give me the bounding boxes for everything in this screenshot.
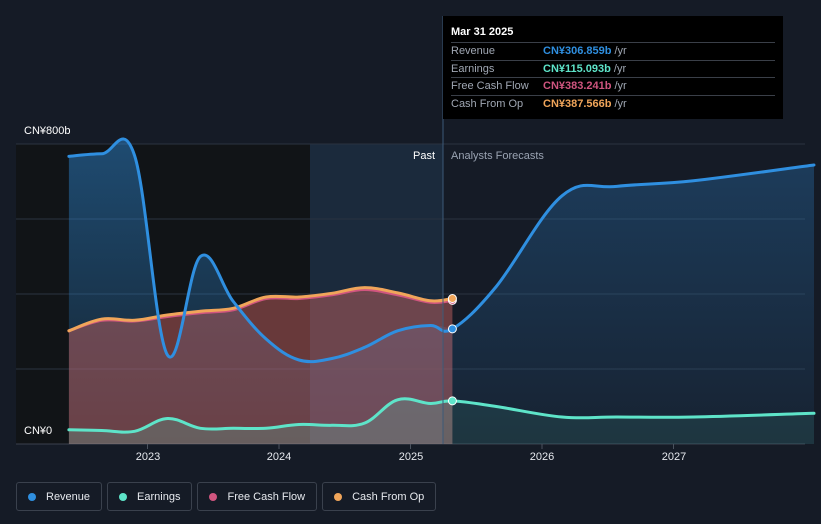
tooltip: Mar 31 2025 Revenue CN¥306.859b /yr Earn… [443, 16, 783, 119]
tooltip-date: Mar 31 2025 [451, 26, 514, 38]
legend-label: Cash From Op [352, 490, 425, 503]
legend-item-free-cash-flow[interactable]: Free Cash Flow [197, 482, 318, 511]
series-line-cash-from-op [67, 286, 454, 333]
legend-label: Free Cash Flow [227, 490, 306, 503]
x-tick-2027: 2027 [661, 451, 687, 463]
y-axis-top-label: CN¥800b [24, 125, 71, 137]
marker-cash-from-op [447, 294, 457, 303]
forecast-area-earnings [452, 400, 814, 444]
series-line-earnings [67, 397, 816, 434]
legend-label: Earnings [137, 490, 181, 503]
tooltip-row-unit: /yr [614, 45, 627, 57]
tooltip-row-name: Free Cash Flow [451, 80, 529, 92]
tooltip-row-unit: /yr [614, 97, 627, 110]
tooltip-row-earnings: Earnings CN¥115.093b /yr [451, 59, 775, 78]
legend-dot-icon [209, 492, 218, 501]
tooltip-row-cash-from-op: Cash From Op CN¥387.566b /yr [451, 94, 775, 113]
legend-item-cash-from-op[interactable]: Cash From Op [322, 482, 437, 511]
x-tick-2023: 2023 [135, 451, 161, 463]
area-free-cash-flow [68, 289, 453, 444]
area-cash-from-op [68, 287, 453, 444]
area-earnings [68, 398, 453, 444]
tooltip-row-name: Cash From Op [451, 97, 524, 110]
tooltip-row-free-cash-flow: Free Cash Flow CN¥383.241b /yr [451, 77, 775, 95]
legend-dot-icon [28, 492, 36, 501]
tooltip-row-name: Revenue [451, 45, 496, 57]
series-line-revenue [67, 137, 816, 364]
legend-item-earnings[interactable]: Earnings [107, 482, 193, 511]
tooltip-row-name: Earnings [451, 62, 495, 75]
tooltip-row-value: CN¥306.859b [543, 45, 612, 57]
legend-label: Revenue [46, 490, 91, 503]
marker-earnings [447, 396, 457, 406]
legend-dot-icon [334, 492, 343, 501]
x-tick-2024: 2024 [266, 451, 292, 463]
x-tick-2025: 2025 [398, 451, 424, 463]
area-revenue [68, 138, 453, 444]
tooltip-row-value: CN¥383.241b [543, 80, 612, 92]
past-region-label: Past [412, 150, 435, 162]
legend: Revenue Earnings Free Cash Flow Cash Fro… [16, 482, 437, 511]
tooltip-row-unit: /yr [614, 80, 627, 92]
legend-item-revenue[interactable]: Revenue [16, 482, 103, 511]
marker-revenue [447, 324, 457, 334]
forecast-region-label: Analysts Forecasts [451, 150, 544, 162]
tooltip-row-unit: /yr [613, 62, 627, 75]
tooltip-row-value: CN¥387.566b [543, 97, 612, 110]
tooltip-row-value: CN¥115.093b [543, 62, 611, 75]
forecast-area-revenue [452, 165, 814, 444]
legend-dot-icon [119, 492, 128, 501]
y-axis-bottom-label: CN¥0 [24, 425, 53, 437]
tooltip-row-revenue: Revenue CN¥306.859b /yr [451, 42, 775, 60]
x-tick-2026: 2026 [529, 451, 555, 463]
